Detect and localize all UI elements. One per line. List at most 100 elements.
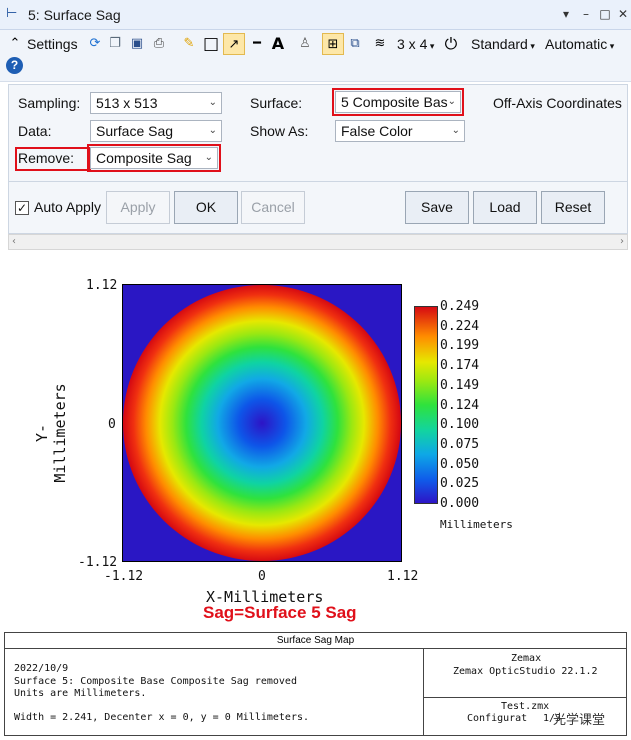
chevron-down-icon: ⌄ [208,97,217,108]
scroll-right-icon[interactable]: › [620,236,624,247]
cancel-button[interactable]: Cancel [241,191,305,224]
standard-label: Standard [471,36,528,52]
colorbar-tick-label: 0.224 [440,318,480,334]
window-icon[interactable]: ⧉ [350,36,360,51]
colorbar [414,306,438,504]
data-value: Surface Sag [96,123,174,139]
footer-vertical-divider [423,649,424,735]
chevron-up-icon[interactable]: ⌃ [9,36,21,51]
colorbar-tick-label: 0.124 [440,397,480,413]
power-icon[interactable]: ⏻ [444,34,458,53]
y-tick-top: 1.12 [86,278,118,293]
toolbar: ⌃ Settings ⟳ ❐ ▣ ⎙ ✎ □ ↗ ━ A ♙ ⊞ ⧉ ≋ 3 x… [0,30,631,82]
colorbar-tick-label: 0.199 [440,338,480,354]
pencil-icon[interactable]: ✎ [183,36,195,51]
footer-horizontal-divider [423,697,626,698]
sampling-label: Sampling: [18,95,81,111]
help-icon[interactable]: ? [6,57,23,74]
sampling-select[interactable]: 513 x 513 ⌄ [90,92,222,114]
auto-apply-label: Auto Apply [34,199,101,215]
window-title: 5: Surface Sag [28,7,121,23]
footer-config: Configurat [467,713,528,724]
colorbar-tick-label: 0.174 [440,358,480,374]
scroll-left-icon[interactable]: ‹ [12,236,16,247]
automatic-dropdown[interactable]: Automatic ▾ [545,33,614,55]
copy-icon[interactable]: ❐ [109,36,121,51]
show-as-label: Show As: [250,123,309,139]
show-as-select[interactable]: False Color ⌄ [335,120,465,142]
y-tick-middle: 0 [108,417,116,432]
settings-button[interactable]: Settings [27,36,78,52]
remove-select[interactable]: Composite Sag ⌄ [87,144,221,172]
surface-select[interactable]: 5 Composite Bas ⌄ [332,88,464,116]
colorbar-tick-label: 0.075 [440,436,480,452]
refresh-icon[interactable]: ⟳ [89,36,101,51]
layers-icon[interactable]: ≋ [374,36,386,51]
title-bar: ⊢ 5: Surface Sag ▾ – □ ✕ [0,0,631,30]
watermark-logo: 光学课堂 [553,712,606,727]
close-button[interactable]: ✕ [617,7,629,21]
colorbar-tick-label: 0.149 [440,377,480,393]
colorbar-unit-label: Millimeters [440,518,513,531]
y-axis-title: Y-Millimeters [33,383,69,483]
footer-line-1: Surface 5: Composite Base Composite Sag … [14,676,297,687]
rectangle-icon[interactable]: □ [202,34,220,54]
footer-vendor: Zemax [511,653,542,664]
grid-layout-icon[interactable]: ⊞ [322,33,344,55]
footer-date: 2022/10/9 [14,663,69,674]
window-app-icon[interactable]: ⊢ [6,6,18,21]
footer-header: Surface Sag Map [5,633,626,649]
arrow-tool-icon[interactable]: ↗ [223,33,245,55]
footer-product: Zemax OpticStudio 22.1.2 [453,666,598,677]
settings-divider [8,181,628,182]
layout-label: 3 x 4 [397,36,428,52]
layout-dropdown[interactable]: 3 x 4 ▾ [397,33,434,55]
lock-icon[interactable]: ♙ [299,36,311,51]
automatic-label: Automatic [545,36,608,52]
x-tick-left: -1.12 [104,569,144,584]
chevron-down-icon: ▾ [607,41,615,51]
window-menu-button[interactable]: ▾ [562,7,570,21]
footer-config-tail: 1/3 [543,713,562,724]
line-tool-icon[interactable]: ━ [253,36,261,51]
footer-file: Test.zmx [501,701,550,712]
sag-map-disk [123,285,401,561]
maximize-button[interactable]: □ [599,7,611,21]
data-label: Data: [18,123,52,139]
save-image-icon[interactable]: ▣ [130,36,144,51]
sag-caption: Sag=Surface 5 Sag [203,603,357,622]
remove-label: Remove: [15,147,91,171]
minimize-button[interactable]: – [583,7,589,21]
data-select[interactable]: Surface Sag ⌄ [90,120,222,142]
x-tick-middle: 0 [258,569,266,584]
y-tick-bottom: -1.12 [78,555,118,570]
sag-map-plot [122,284,402,562]
colorbar-tick-label: 0.025 [440,476,480,492]
x-tick-right: 1.12 [387,569,419,584]
sampling-value: 513 x 513 [96,95,158,111]
chevron-down-icon: ⌄ [451,125,460,136]
colorbar-tick-label: 0.000 [440,496,480,511]
info-footer: Surface Sag Map 2022/10/9 Surface 5: Com… [4,632,627,736]
show-as-value: False Color [341,123,413,139]
chevron-down-icon: ⌄ [208,125,217,136]
text-tool-icon[interactable]: A [271,34,285,53]
reset-button[interactable]: Reset [541,191,605,224]
x-axis-title: X-Millimeters [206,588,324,606]
print-icon[interactable]: ⎙ [153,36,165,51]
colorbar-tick-label: 0.050 [440,456,480,472]
save-button[interactable]: Save [405,191,469,224]
auto-apply-checkbox[interactable]: ✓ [15,201,29,215]
ok-button[interactable]: OK [174,191,238,224]
footer-line-3: Width = 2.241, Decenter x = 0, y = 0 Mil… [14,712,310,723]
apply-button[interactable]: Apply [106,191,170,224]
standard-dropdown[interactable]: Standard ▾ [471,33,535,55]
surface-label: Surface: [250,95,303,111]
off-axis-coordinates-label: Off-Axis Coordinates [493,95,622,111]
chevron-down-icon: ▾ [427,41,435,51]
chevron-down-icon: ⌄ [204,152,213,163]
colorbar-tick-label: 0.249 [440,299,480,314]
horizontal-scrollbar[interactable]: ‹ › [8,234,628,250]
chevron-down-icon: ⌄ [447,96,456,107]
load-button[interactable]: Load [473,191,537,224]
